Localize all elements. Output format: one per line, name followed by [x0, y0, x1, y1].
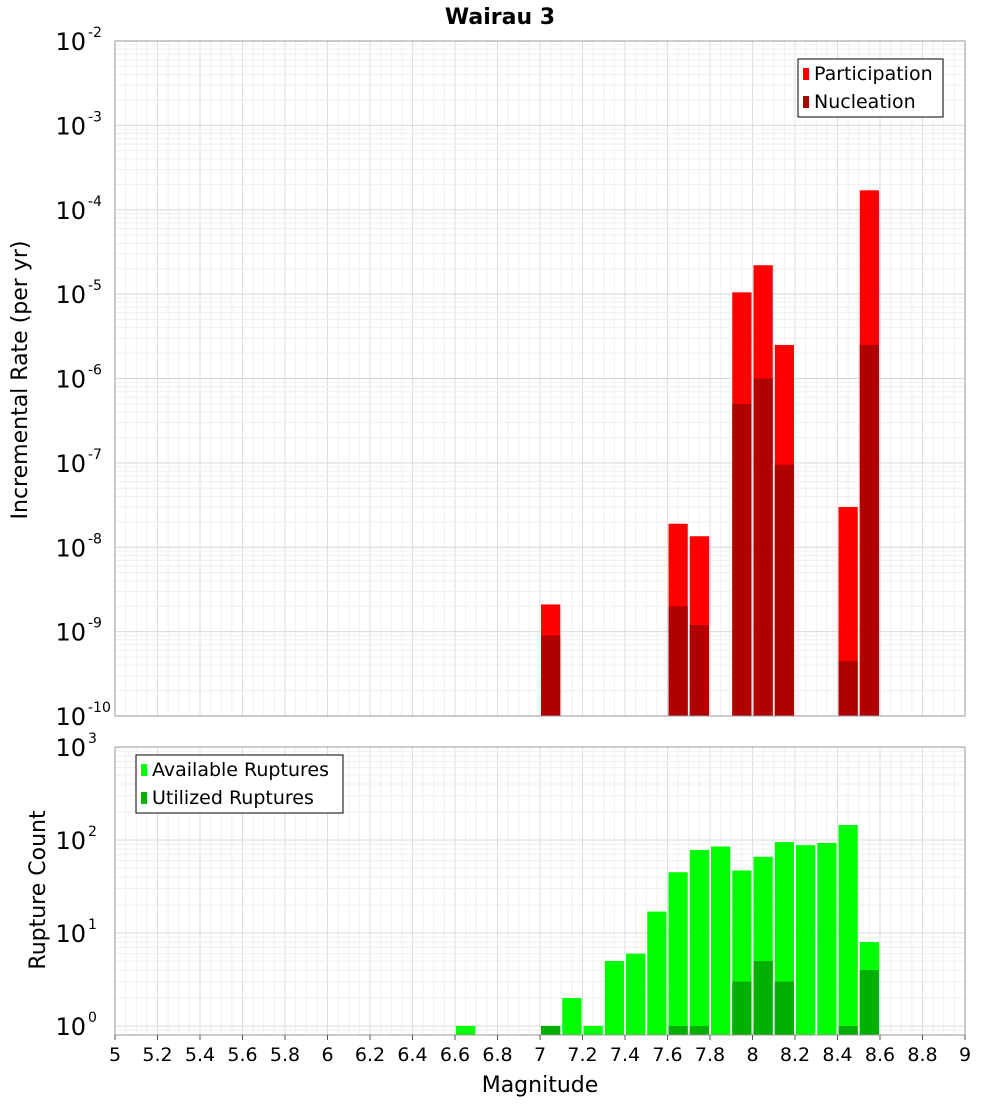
bar-available-ruptures: [817, 842, 837, 1035]
plot-frame: [114, 40, 966, 717]
y-tick-label: 10: [55, 366, 86, 394]
y-tick-exponent: 2: [88, 824, 97, 840]
x-tick-label: 8.4: [822, 1044, 852, 1066]
y-tick-label: 10: [55, 1013, 86, 1041]
legend-box: [797, 58, 944, 118]
bar-nucleation: [838, 660, 858, 716]
legend-label: Nucleation: [814, 91, 916, 113]
bar-available-ruptures: [689, 850, 709, 1035]
y-tick-label: 10: [55, 281, 86, 309]
x-tick-label: 7.2: [567, 1044, 597, 1066]
legend-label: Utilized Ruptures: [152, 787, 314, 809]
bar-utilized-ruptures: [838, 1025, 858, 1035]
x-tick-label: 5: [109, 1044, 121, 1066]
x-tick-label: 7.4: [610, 1044, 640, 1066]
x-tick-label: 5.4: [185, 1044, 215, 1066]
y-tick-exponent: 3: [88, 731, 97, 747]
bar-available-ruptures: [796, 845, 816, 1035]
x-tick-label: 5.2: [142, 1044, 172, 1066]
legend-swatch: [803, 68, 809, 80]
legend-swatch: [141, 764, 147, 776]
y-tick-label: 10: [55, 28, 86, 56]
y-tick-label: 10: [55, 734, 86, 762]
bar-utilized-ruptures: [689, 1025, 709, 1035]
chart-title: Wairau 3: [445, 5, 555, 30]
legend-swatch: [803, 96, 809, 108]
y-tick-label: 10: [55, 827, 86, 855]
x-tick-label: 6.4: [397, 1044, 427, 1066]
y-tick-exponent: 1: [88, 917, 97, 933]
x-tick-label: 8.8: [907, 1044, 937, 1066]
legend: Participation Nucleation: [797, 58, 944, 118]
legend-swatch: [141, 792, 147, 804]
bottom-y-axis-label: Rupture Count: [26, 810, 51, 970]
bar-nucleation: [732, 403, 752, 716]
y-tick-exponent: -10: [88, 700, 111, 716]
bar-nucleation: [774, 464, 794, 716]
bar-nucleation: [668, 606, 688, 716]
bar-utilized-ruptures: [774, 981, 794, 1035]
bar-nucleation: [689, 624, 709, 716]
x-tick-label: 8.6: [865, 1044, 895, 1066]
y-tick-exponent: -6: [88, 363, 102, 379]
x-tick-label: 7: [534, 1044, 546, 1066]
legend-label: Participation: [814, 63, 933, 85]
top-y-axis-label: Incremental Rate (per yr): [8, 241, 33, 520]
y-tick-label: 10: [55, 703, 86, 731]
plot-panel-0: 10-210-310-410-510-610-710-810-910 -10Par…: [55, 25, 966, 731]
x-tick-label: 6.6: [440, 1044, 470, 1066]
y-tick-label: 10: [55, 112, 86, 140]
y-tick-label: 10: [55, 920, 86, 948]
x-tick-label: 6.2: [355, 1044, 385, 1066]
bar-utilized-ruptures: [668, 1025, 688, 1035]
bar-available-ruptures: [668, 872, 688, 1035]
y-tick-label: 10: [55, 197, 86, 225]
y-tick-label: 10: [55, 450, 86, 478]
grid-lines: [114, 41, 966, 717]
series-nucleation: [541, 344, 879, 716]
legend: Available Ruptures Utilized Ruptures: [135, 754, 344, 814]
bar-available-ruptures: [456, 1025, 476, 1035]
bar-available-ruptures: [838, 824, 858, 1035]
bar-utilized-ruptures: [753, 960, 773, 1035]
bar-utilized-ruptures: [541, 1025, 561, 1035]
series-utilized-ruptures: [541, 960, 879, 1035]
y-tick-label: 10: [55, 534, 86, 562]
bar-available-ruptures: [562, 997, 582, 1035]
legend-label: Available Ruptures: [152, 759, 329, 781]
y-tick-exponent: -5: [88, 278, 102, 294]
y-tick-exponent: -8: [88, 531, 102, 547]
x-tick-label: 5.6: [227, 1044, 257, 1066]
x-tick-label: 5.8: [270, 1044, 300, 1066]
y-tick-exponent: -2: [88, 25, 102, 41]
y-tick-exponent: 0: [88, 1010, 97, 1026]
x-tick-label: 8.2: [780, 1044, 810, 1066]
y-tick-exponent: -7: [88, 447, 102, 463]
bar-available-ruptures: [711, 846, 731, 1035]
y-tick-label: 10: [55, 619, 86, 647]
x-tick-label: 7.8: [695, 1044, 725, 1066]
bar-utilized-ruptures: [859, 969, 879, 1035]
bar-utilized-ruptures: [732, 981, 752, 1035]
x-tick-label: 7.6: [652, 1044, 682, 1066]
x-tick-label: 6: [321, 1044, 333, 1066]
bar-available-ruptures: [647, 911, 667, 1035]
x-tick-label: 9: [959, 1044, 971, 1066]
bar-nucleation: [859, 344, 879, 716]
x-tick-label: 6.8: [482, 1044, 512, 1066]
y-tick-exponent: -9: [88, 616, 102, 632]
x-tick-label: 8: [746, 1044, 758, 1066]
y-tick-exponent: -3: [88, 109, 102, 125]
bar-available-ruptures: [604, 960, 624, 1035]
bar-available-ruptures: [583, 1025, 603, 1035]
bar-nucleation: [541, 635, 561, 716]
legend-box: [135, 754, 344, 814]
x-axis-label: Magnitude: [482, 1073, 599, 1098]
bar-available-ruptures: [626, 953, 646, 1035]
y-tick-exponent: -4: [88, 194, 102, 210]
bar-nucleation: [753, 378, 773, 716]
